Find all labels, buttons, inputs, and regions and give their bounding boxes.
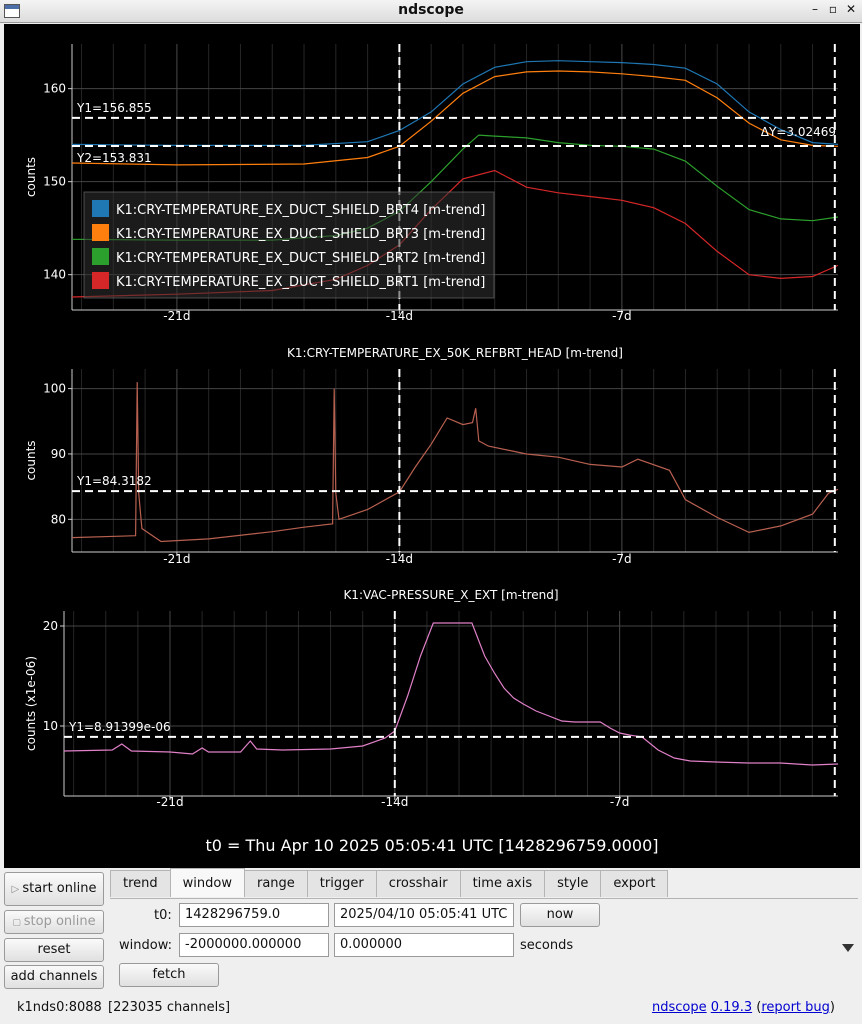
- y-axis-label: counts: [24, 440, 38, 480]
- y-tick-label: 150: [43, 175, 66, 189]
- x-tick-label: -21d: [156, 795, 183, 809]
- minimize-icon[interactable]: –: [812, 2, 818, 16]
- reset-button[interactable]: reset: [4, 938, 104, 962]
- cursor-label: Y1=8.91399e-06: [68, 720, 171, 734]
- version-link[interactable]: 0.19.3: [710, 1000, 753, 1015]
- stop-online-label: stop online: [23, 914, 96, 929]
- legend-swatch: [92, 248, 109, 265]
- legend-entry: K1:CRY-TEMPERATURE_EX_DUCT_SHIELD_BRT3 […: [116, 227, 485, 242]
- stop-online-button[interactable]: ▢ stop online: [4, 910, 104, 934]
- tab-window[interactable]: window: [169, 868, 245, 897]
- x-tick-label: -14d: [386, 309, 413, 323]
- x-tick-label: -14d: [386, 552, 413, 566]
- plot-temperature-shield[interactable]: -21d -14d -7d 140 150 160 counts Y1=156.855 Y2=1…: [24, 44, 838, 323]
- maximize-icon[interactable]: ▫: [828, 2, 838, 16]
- status-bar: k1nds0:8088 [223035 channels] ndscope 0.…: [0, 998, 862, 1024]
- series-line: [64, 622, 838, 766]
- x-tick-label: -21d: [163, 309, 190, 323]
- start-online-label: start online: [22, 881, 97, 896]
- plots-canvas[interactable]: -21d -14d -7d 140 150 160 counts Y1=156.855 Y2=1…: [4, 24, 860, 868]
- paren-open: (: [756, 1000, 762, 1015]
- x-tick-label: -7d: [612, 552, 632, 566]
- close-icon[interactable]: ✕: [846, 2, 857, 16]
- now-button[interactable]: now: [520, 903, 600, 927]
- plot-temperature-50k-head[interactable]: -21d -14d -7d 80 90 100 counts K1:CRY-TEMPERATU…: [24, 346, 838, 566]
- x-tick-label: -7d: [612, 309, 632, 323]
- x-tick-label: -7d: [610, 795, 630, 809]
- play-icon: ▷: [11, 884, 23, 895]
- window-title: ndscope: [398, 2, 464, 18]
- tab-divider: [110, 898, 858, 899]
- cursor-label: Y2=153.831: [76, 151, 152, 165]
- plot-title: K1:CRY-TEMPERATURE_EX_50K_REFBRT_HEAD [m…: [287, 346, 623, 360]
- series-line: [72, 60, 838, 147]
- y-tick-label: 160: [43, 82, 66, 96]
- stop-icon: ▢: [12, 918, 24, 928]
- app-window-icon: [4, 4, 20, 18]
- paren-close: ): [829, 1000, 835, 1015]
- series-line: [72, 382, 838, 543]
- cursor-label: Y1=156.855: [76, 101, 152, 115]
- window-start-input[interactable]: -2000000.000000: [179, 933, 329, 957]
- tab-trigger[interactable]: trigger: [306, 870, 377, 897]
- x-tick-label: -21d: [163, 552, 190, 566]
- window-label: window:: [119, 938, 172, 953]
- legend-entry: K1:CRY-TEMPERATURE_EX_DUCT_SHIELD_BRT2 […: [116, 251, 485, 266]
- x-tick-label: -14d: [381, 795, 408, 809]
- seconds-label: seconds: [520, 938, 574, 953]
- legend-swatch: [92, 224, 109, 241]
- t0-gps-input[interactable]: 1428296759.0: [179, 903, 329, 927]
- y-axis-label: counts: [24, 157, 38, 197]
- delta-y-label: ΔY=3.02469: [761, 125, 836, 139]
- series-line: [72, 70, 838, 166]
- channel-count: [223035 channels]: [108, 1000, 231, 1015]
- legend-entry: K1:CRY-TEMPERATURE_EX_DUCT_SHIELD_BRT1 […: [116, 275, 485, 290]
- t0-utc-input[interactable]: 2025/04/10 05:05:41 UTC: [334, 903, 514, 927]
- window-end-input[interactable]: 0.000000: [334, 933, 514, 957]
- y-tick-label: 100: [43, 382, 66, 396]
- y-tick-label: 10: [43, 719, 58, 733]
- legend-swatch: [92, 272, 109, 289]
- tab-time-axis[interactable]: time axis: [459, 870, 546, 897]
- y-tick-label: 140: [43, 268, 66, 282]
- fetch-button[interactable]: fetch: [119, 963, 219, 987]
- chevron-down-icon[interactable]: [842, 944, 854, 952]
- t0-label: t0:: [154, 908, 172, 923]
- y-axis-label: counts (x1e-06): [24, 656, 38, 751]
- start-online-button[interactable]: ▷ start online: [4, 872, 104, 906]
- legend-swatch: [92, 200, 109, 217]
- tab-export[interactable]: export: [600, 870, 669, 897]
- add-channels-button[interactable]: add channels: [4, 965, 104, 989]
- y-tick-label: 80: [51, 512, 66, 526]
- settings-tabs: trend window range trigger crosshair time axi…: [110, 868, 669, 898]
- cursor-label: Y1=84.3182: [76, 474, 152, 488]
- ndscope-link[interactable]: ndscope: [651, 1000, 707, 1015]
- plot-area[interactable]: -21d -14d -7d 140 150 160 counts Y1=156.855 Y2=1…: [4, 24, 860, 868]
- plot-vac-pressure[interactable]: -21d -14d -7d 10 20 counts (x1e-06) K1:VAC-PRE…: [24, 588, 838, 809]
- tab-crosshair[interactable]: crosshair: [375, 870, 461, 897]
- tab-style[interactable]: style: [544, 870, 602, 897]
- t0-title: t0 = Thu Apr 10 2025 05:05:41 UTC [14282…: [205, 836, 658, 855]
- window-titlebar: ndscope – ▫ ✕: [0, 0, 862, 23]
- report-bug-link[interactable]: report bug: [761, 1000, 830, 1015]
- plot-title: K1:VAC-PRESSURE_X_EXT [m-trend]: [343, 588, 558, 602]
- y-tick-label: 90: [51, 447, 66, 461]
- y-tick-label: 20: [43, 619, 58, 633]
- tab-range[interactable]: range: [243, 870, 308, 897]
- server-address: k1nds0:8088: [17, 1000, 102, 1015]
- legend-entry: K1:CRY-TEMPERATURE_EX_DUCT_SHIELD_BRT4 […: [116, 203, 485, 218]
- control-panel: ▷ start online ▢ stop online reset add c…: [4, 868, 860, 998]
- legend-box: [83, 191, 495, 299]
- tab-trend[interactable]: trend: [110, 870, 171, 897]
